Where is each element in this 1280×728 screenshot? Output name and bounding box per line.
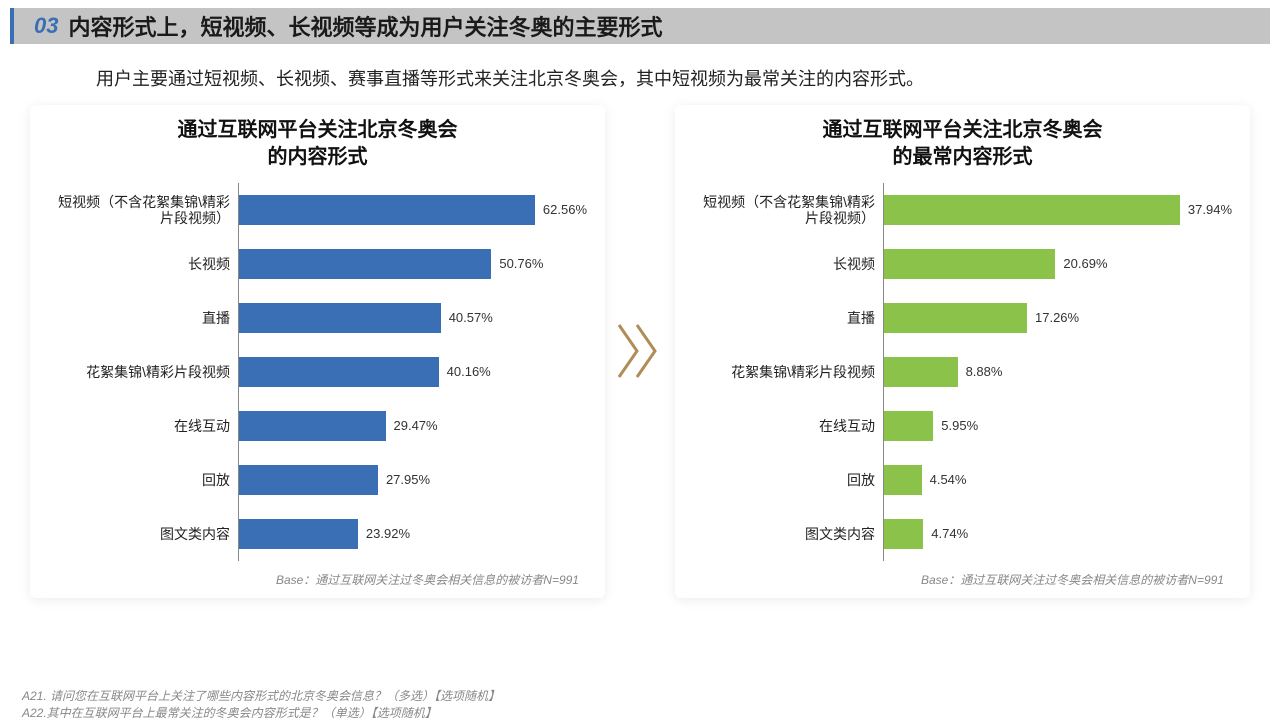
bar-track: 4.54% bbox=[883, 453, 1232, 507]
bar-row: 在线互动 5.95% bbox=[693, 399, 1232, 453]
bar-label: 短视频（不含花絮集锦\精彩片段视频） bbox=[48, 194, 238, 226]
bar-row: 短视频（不含花絮集锦\精彩片段视频） 37.94% bbox=[693, 183, 1232, 237]
bar-value: 17.26% bbox=[1035, 310, 1079, 325]
bar-track: 5.95% bbox=[883, 399, 1232, 453]
bar-value: 27.95% bbox=[386, 472, 430, 487]
bar-value: 29.47% bbox=[394, 418, 438, 433]
bar-row: 回放 27.95% bbox=[48, 453, 587, 507]
divider-arrows-icon bbox=[615, 105, 665, 598]
chart-right: 通过互联网平台关注北京冬奥会 的最常内容形式 短视频（不含花絮集锦\精彩片段视频… bbox=[675, 105, 1250, 598]
bar-fill bbox=[884, 411, 933, 441]
bar-value: 50.76% bbox=[499, 256, 543, 271]
bar-label: 回放 bbox=[48, 472, 238, 488]
bar-value: 37.94% bbox=[1188, 202, 1232, 217]
chart-right-title-line2: 的最常内容形式 bbox=[893, 146, 1033, 168]
bar-track: 37.94% bbox=[883, 183, 1232, 237]
bar-row: 花絮集锦\精彩片段视频 8.88% bbox=[693, 345, 1232, 399]
bar-row: 长视频 20.69% bbox=[693, 237, 1232, 291]
bar-fill bbox=[239, 465, 378, 495]
chart-left-bars: 短视频（不含花絮集锦\精彩片段视频） 62.56% 长视频 50.76% 直播 40.57… bbox=[48, 183, 587, 561]
bar-label: 图文类内容 bbox=[48, 526, 238, 542]
bar-row: 直播 17.26% bbox=[693, 291, 1232, 345]
bar-track: 29.47% bbox=[238, 399, 587, 453]
bar-label: 在线互动 bbox=[693, 418, 883, 434]
bar-track: 20.69% bbox=[883, 237, 1232, 291]
bar-value: 4.74% bbox=[931, 526, 968, 541]
bar-row: 图文类内容 4.74% bbox=[693, 507, 1232, 561]
bar-row: 回放 4.54% bbox=[693, 453, 1232, 507]
bar-row: 图文类内容 23.92% bbox=[48, 507, 587, 561]
bar-track: 17.26% bbox=[883, 291, 1232, 345]
chart-left-title-line1: 通过互联网平台关注北京冬奥会 bbox=[178, 119, 458, 141]
bar-track: 40.16% bbox=[238, 345, 587, 399]
bar-value: 62.56% bbox=[543, 202, 587, 217]
bar-track: 4.74% bbox=[883, 507, 1232, 561]
bar-value: 4.54% bbox=[930, 472, 967, 487]
bar-fill bbox=[884, 303, 1027, 333]
slide-header: 03 内容形式上，短视频、长视频等成为用户关注冬奥的主要形式 bbox=[10, 8, 1270, 44]
bar-track: 23.92% bbox=[238, 507, 587, 561]
chart-left: 通过互联网平台关注北京冬奥会 的内容形式 短视频（不含花絮集锦\精彩片段视频） 6… bbox=[30, 105, 605, 598]
bar-row: 短视频（不含花絮集锦\精彩片段视频） 62.56% bbox=[48, 183, 587, 237]
bar-fill bbox=[239, 519, 358, 549]
bar-label: 直播 bbox=[693, 310, 883, 326]
bar-fill bbox=[884, 357, 958, 387]
header-title: 内容形式上，短视频、长视频等成为用户关注冬奥的主要形式 bbox=[68, 10, 662, 42]
bar-fill bbox=[239, 411, 386, 441]
chart-left-title-line2: 的内容形式 bbox=[268, 146, 368, 168]
bar-label: 直播 bbox=[48, 310, 238, 326]
bar-fill bbox=[884, 465, 922, 495]
footnotes: A21. 请问您在互联网平台上关注了哪些内容形式的北京冬奥会信息？（多选）【选项… bbox=[22, 688, 500, 722]
bar-label: 花絮集锦\精彩片段视频 bbox=[693, 364, 883, 380]
bar-row: 直播 40.57% bbox=[48, 291, 587, 345]
bar-track: 27.95% bbox=[238, 453, 587, 507]
chart-left-base: Base：通过互联网关注过冬奥会相关信息的被访者N=991 bbox=[48, 571, 587, 588]
bar-track: 40.57% bbox=[238, 291, 587, 345]
bar-fill bbox=[884, 519, 923, 549]
bar-fill bbox=[239, 357, 439, 387]
bar-row: 花絮集锦\精彩片段视频 40.16% bbox=[48, 345, 587, 399]
bar-label: 短视频（不含花絮集锦\精彩片段视频） bbox=[693, 194, 883, 226]
bar-fill bbox=[239, 303, 441, 333]
bar-fill bbox=[884, 249, 1055, 279]
bar-value: 8.88% bbox=[966, 364, 1003, 379]
bar-value: 40.57% bbox=[449, 310, 493, 325]
bar-row: 长视频 50.76% bbox=[48, 237, 587, 291]
bar-label: 回放 bbox=[693, 472, 883, 488]
footnote-line2: A22.其中在互联网平台上最常关注的冬奥会内容形式是？（单选）【选项随机】 bbox=[22, 705, 500, 722]
chart-right-title: 通过互联网平台关注北京冬奥会 的最常内容形式 bbox=[693, 117, 1232, 171]
bar-fill bbox=[239, 249, 491, 279]
bar-label: 长视频 bbox=[693, 256, 883, 272]
subtitle-text: 用户主要通过短视频、长视频、赛事直播等形式来关注北京冬奥会，其中短视频为最常关注… bbox=[0, 44, 1280, 105]
bar-track: 62.56% bbox=[238, 183, 587, 237]
bar-label: 图文类内容 bbox=[693, 526, 883, 542]
bar-value: 20.69% bbox=[1063, 256, 1107, 271]
chart-right-base: Base：通过互联网关注过冬奥会相关信息的被访者N=991 bbox=[693, 571, 1232, 588]
bar-value: 5.95% bbox=[941, 418, 978, 433]
bar-row: 在线互动 29.47% bbox=[48, 399, 587, 453]
bar-value: 23.92% bbox=[366, 526, 410, 541]
bar-value: 40.16% bbox=[447, 364, 491, 379]
bar-track: 50.76% bbox=[238, 237, 587, 291]
header-number: 03 bbox=[34, 13, 58, 39]
charts-container: 通过互联网平台关注北京冬奥会 的内容形式 短视频（不含花絮集锦\精彩片段视频） 6… bbox=[0, 105, 1280, 598]
bar-fill bbox=[884, 195, 1180, 225]
bar-label: 在线互动 bbox=[48, 418, 238, 434]
chart-left-title: 通过互联网平台关注北京冬奥会 的内容形式 bbox=[48, 117, 587, 171]
bar-track: 8.88% bbox=[883, 345, 1232, 399]
bar-label: 花絮集锦\精彩片段视频 bbox=[48, 364, 238, 380]
chart-right-title-line1: 通过互联网平台关注北京冬奥会 bbox=[823, 119, 1103, 141]
chart-right-bars: 短视频（不含花絮集锦\精彩片段视频） 37.94% 长视频 20.69% 直播 17.26… bbox=[693, 183, 1232, 561]
footnote-line1: A21. 请问您在互联网平台上关注了哪些内容形式的北京冬奥会信息？（多选）【选项… bbox=[22, 688, 500, 705]
bar-label: 长视频 bbox=[48, 256, 238, 272]
bar-fill bbox=[239, 195, 535, 225]
